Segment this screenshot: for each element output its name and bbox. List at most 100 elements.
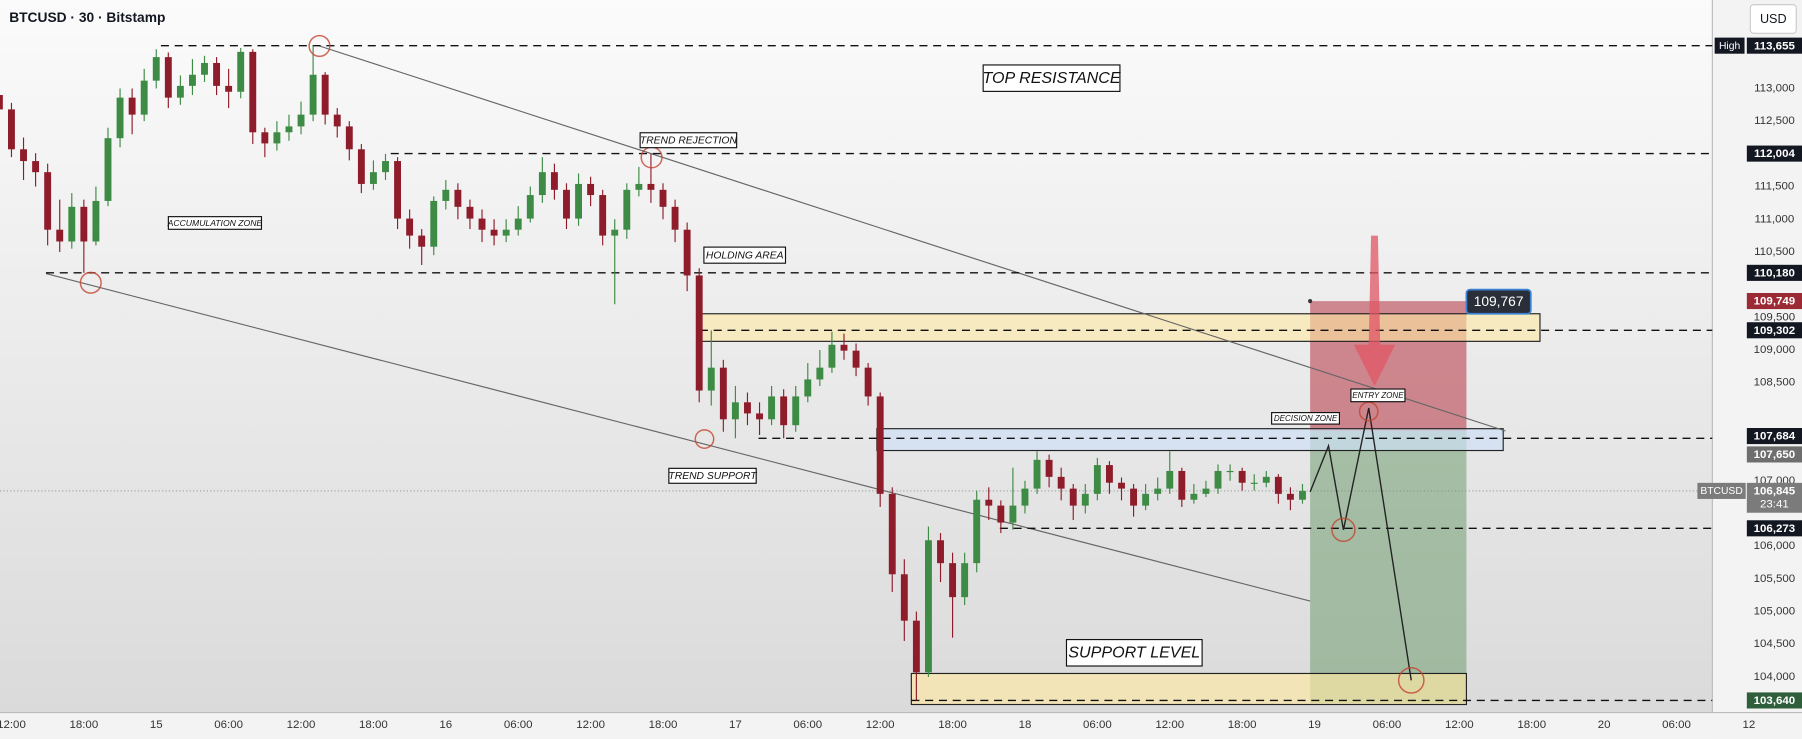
candle-body xyxy=(80,206,88,242)
x-tick-label: 06:00 xyxy=(214,719,243,731)
x-tick-label: 06:00 xyxy=(504,719,533,731)
candle-body xyxy=(526,195,534,219)
candle-body xyxy=(1130,488,1138,506)
candle-body xyxy=(647,183,655,190)
last-price-box xyxy=(1746,482,1802,513)
candle-body xyxy=(261,132,269,144)
candle-body xyxy=(1105,465,1113,483)
candle-body xyxy=(466,206,474,219)
annotation: ACCUMULATION ZONE xyxy=(167,218,263,228)
candle-body xyxy=(1069,488,1077,506)
x-tick-label: 18:00 xyxy=(1517,719,1546,731)
candle-body xyxy=(369,172,377,184)
price-tag: 113,655 xyxy=(1754,40,1795,52)
candle-body xyxy=(357,149,365,184)
pivot-marker xyxy=(1331,517,1356,543)
candle-body xyxy=(1286,493,1294,500)
candle-body xyxy=(164,57,172,98)
entry-arrow xyxy=(1353,235,1396,387)
annotation: TREND SUPPORT xyxy=(668,471,757,482)
candles xyxy=(0,45,1306,701)
y-tick-label: 109,000 xyxy=(1754,344,1796,356)
overlay xyxy=(79,34,1425,694)
annotation: SUPPORT LEVEL xyxy=(1068,644,1200,662)
annotation: TOP RESISTANCE xyxy=(982,69,1120,87)
candle-body xyxy=(1021,488,1029,506)
price-tag-box xyxy=(1746,264,1802,281)
candle-body xyxy=(925,540,932,673)
candle-body xyxy=(900,574,908,621)
candle-body xyxy=(128,97,136,115)
currency[interactable]: USD xyxy=(1760,12,1787,26)
candle-body xyxy=(382,161,389,173)
x-tick-label: 06:00 xyxy=(1373,719,1402,731)
price-tag-box xyxy=(1746,37,1802,54)
candle-body xyxy=(273,132,281,144)
x-tick-label: 12:00 xyxy=(1445,719,1474,731)
pivot-marker xyxy=(1397,666,1425,694)
price-tag: 112,004 xyxy=(1754,148,1795,160)
candle-body xyxy=(550,172,558,190)
candle-body xyxy=(1299,490,1306,500)
candle-body xyxy=(876,396,884,494)
candle-body xyxy=(961,563,969,598)
price-tag-box xyxy=(1746,322,1802,339)
candle-body xyxy=(92,200,100,242)
candle-body xyxy=(68,206,76,242)
candle-body xyxy=(1142,493,1150,506)
y-tick-label: 111,500 xyxy=(1755,181,1795,193)
y-tick-label: 109,500 xyxy=(1754,311,1796,323)
last-price-symbol-box xyxy=(1697,482,1746,499)
annotation: TREND REJECTION xyxy=(640,136,738,147)
y-tick-label: 111,000 xyxy=(1755,213,1795,225)
candle-body xyxy=(768,396,776,420)
candle-body xyxy=(44,172,52,230)
position-anchor xyxy=(1308,299,1313,304)
pivot-marker xyxy=(79,271,102,294)
candle-body xyxy=(1274,476,1282,494)
candle-body xyxy=(719,367,727,420)
candle-body xyxy=(780,396,788,426)
candle-body xyxy=(792,396,800,426)
candle-body xyxy=(683,229,691,276)
candle-body xyxy=(599,195,607,236)
price-tag-box xyxy=(1746,428,1802,445)
x-tick-label: 19 xyxy=(1308,719,1321,731)
candle-body xyxy=(201,62,208,75)
labels: BTCUSD · 30 · Bitstamp USD 109,767 TOP R… xyxy=(9,4,1797,667)
candle-body xyxy=(744,402,751,414)
last-price: 106,845 xyxy=(1754,486,1796,498)
axes: 12:00 18:00 15 06:00 12:00 18:00 16 06:00 12:00 1… xyxy=(0,37,1802,731)
annotation: DECISION ZONE xyxy=(1274,414,1338,423)
position-label-box xyxy=(1465,288,1532,315)
candle-body xyxy=(418,235,426,247)
candle-body xyxy=(1238,470,1246,483)
price-tag: 109,749 xyxy=(1754,296,1796,308)
trend-line-lower xyxy=(45,272,1311,602)
candle-body xyxy=(345,126,353,150)
target-zone xyxy=(1310,430,1467,704)
y-tick-label: 106,000 xyxy=(1754,540,1796,552)
annotation-box xyxy=(1350,388,1406,403)
candle-body xyxy=(1057,476,1065,489)
candle-body xyxy=(176,85,184,98)
x-tick-label: 15 xyxy=(150,719,163,731)
supply-zone xyxy=(699,313,1541,342)
price-tag: 103,640 xyxy=(1754,695,1796,707)
annotation-box xyxy=(982,64,1121,92)
candle-body xyxy=(623,189,631,230)
candle-body xyxy=(816,367,824,380)
x-tick-label: 12:00 xyxy=(287,719,316,731)
x-tick-label: 18:00 xyxy=(359,719,388,731)
x-tick-label: 12:00 xyxy=(1155,719,1184,731)
price-tag-box xyxy=(1746,520,1802,537)
annotation-box xyxy=(167,216,263,230)
candle-body xyxy=(707,367,715,391)
candle-body xyxy=(828,344,836,368)
candle-body xyxy=(152,57,160,81)
currency-box[interactable] xyxy=(1749,4,1797,34)
candle-body xyxy=(1190,493,1198,500)
x-tick-label: 06:00 xyxy=(1083,719,1112,731)
x-tick-label: 18:00 xyxy=(1228,719,1257,731)
